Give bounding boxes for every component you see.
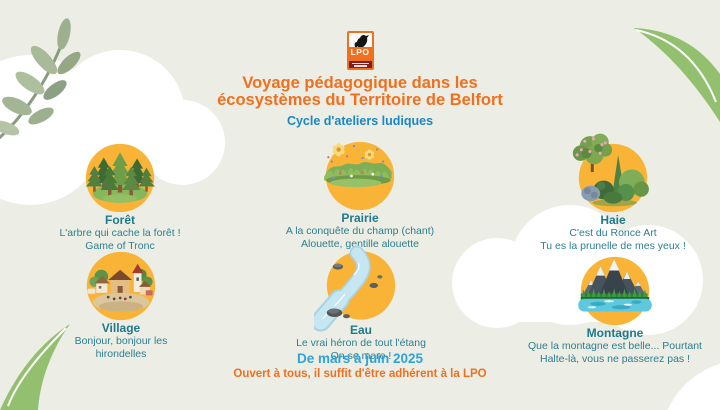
poster-title-line2: écosystèmes du Territoire de Belfort [217,91,503,109]
footer-note: Ouvert à tous, il suffit d'être adhérent… [233,368,487,380]
eco-item-line: Le vrai héron de tout l'étang [296,337,426,349]
eco-item-line: On se mare ! [330,350,392,362]
logo-label: LPO [350,47,370,57]
forest-trees-icon [85,143,156,213]
eco-item-line: Halte-là, vous ne passerez pas ! [540,353,690,365]
eco-item-title: Eau [349,323,372,337]
eco-item-eau: Eau Le vrai héron de tout l'étang On se … [246,241,476,363]
eco-item-title: Haie [600,213,626,227]
leaf-top-right-icon [634,28,720,122]
eco-item-haie: Haie C'est du Ronce Art Tu es la prunell… [498,131,720,253]
eco-item-line: Game of Tronc [85,240,155,252]
eco-item-title: Village [101,321,141,335]
eco-item-line: Tu es la prunelle de mes yeux ! [540,240,686,252]
logo-region-strip [348,61,372,68]
eco-item-line: Que la montagne est belle... Pourtant [528,340,702,352]
river-water-icon [314,245,396,332]
eco-item-title: Montagne [586,326,644,340]
eco-item-line: L'arbre qui cache la forêt ! [59,227,181,239]
hedge-shrubs-icon [572,133,649,213]
eco-item-line: hirondelles [95,348,147,360]
eco-item-title: Forêt [105,213,135,227]
lpo-logo: LPO [346,31,374,70]
poster-title: Voyage pédagogique dans les écosystèmes … [217,75,503,109]
footer: De mars à juin 2025 Ouvert à tous, il su… [0,351,720,381]
mountain-lake-icon [578,256,652,326]
footer-dates: De mars à juin 2025 [296,351,424,366]
village-houses-icon [86,251,156,321]
eco-item-prairie: Prairie A la conquête du champ (chant) A… [245,129,475,251]
eco-item-foret: Forêt L'arbre qui cache la forêt ! Game … [5,131,235,253]
header: LPO Voyage pédagogique dans les écosystè… [0,31,720,128]
eco-item-line: A la conquête du champ (chant) [285,225,435,237]
poster-subtitle: Cycle d'ateliers ludiques [286,114,434,128]
leaf-bottom-left-icon [0,324,70,410]
eco-item-montagne: Montagne Que la montagne est belle... Po… [500,244,720,366]
eco-item-title: Prairie [341,211,379,225]
olive-branch-icon [0,18,81,140]
eco-item-line: Bonjour, bonjour les [74,335,168,347]
eco-item-line: Alouette, gentille alouette [301,238,419,250]
logo-bird-icon [348,33,372,47]
eco-item-line: C'est du Ronce Art [569,227,657,239]
poster-title-line1: Voyage pédagogique dans les [242,74,478,92]
meadow-flowers-icon [324,141,395,211]
cloud-top-left [140,100,225,185]
eco-item-village: Village Bonjour, bonjour les hirondelles [6,239,236,361]
